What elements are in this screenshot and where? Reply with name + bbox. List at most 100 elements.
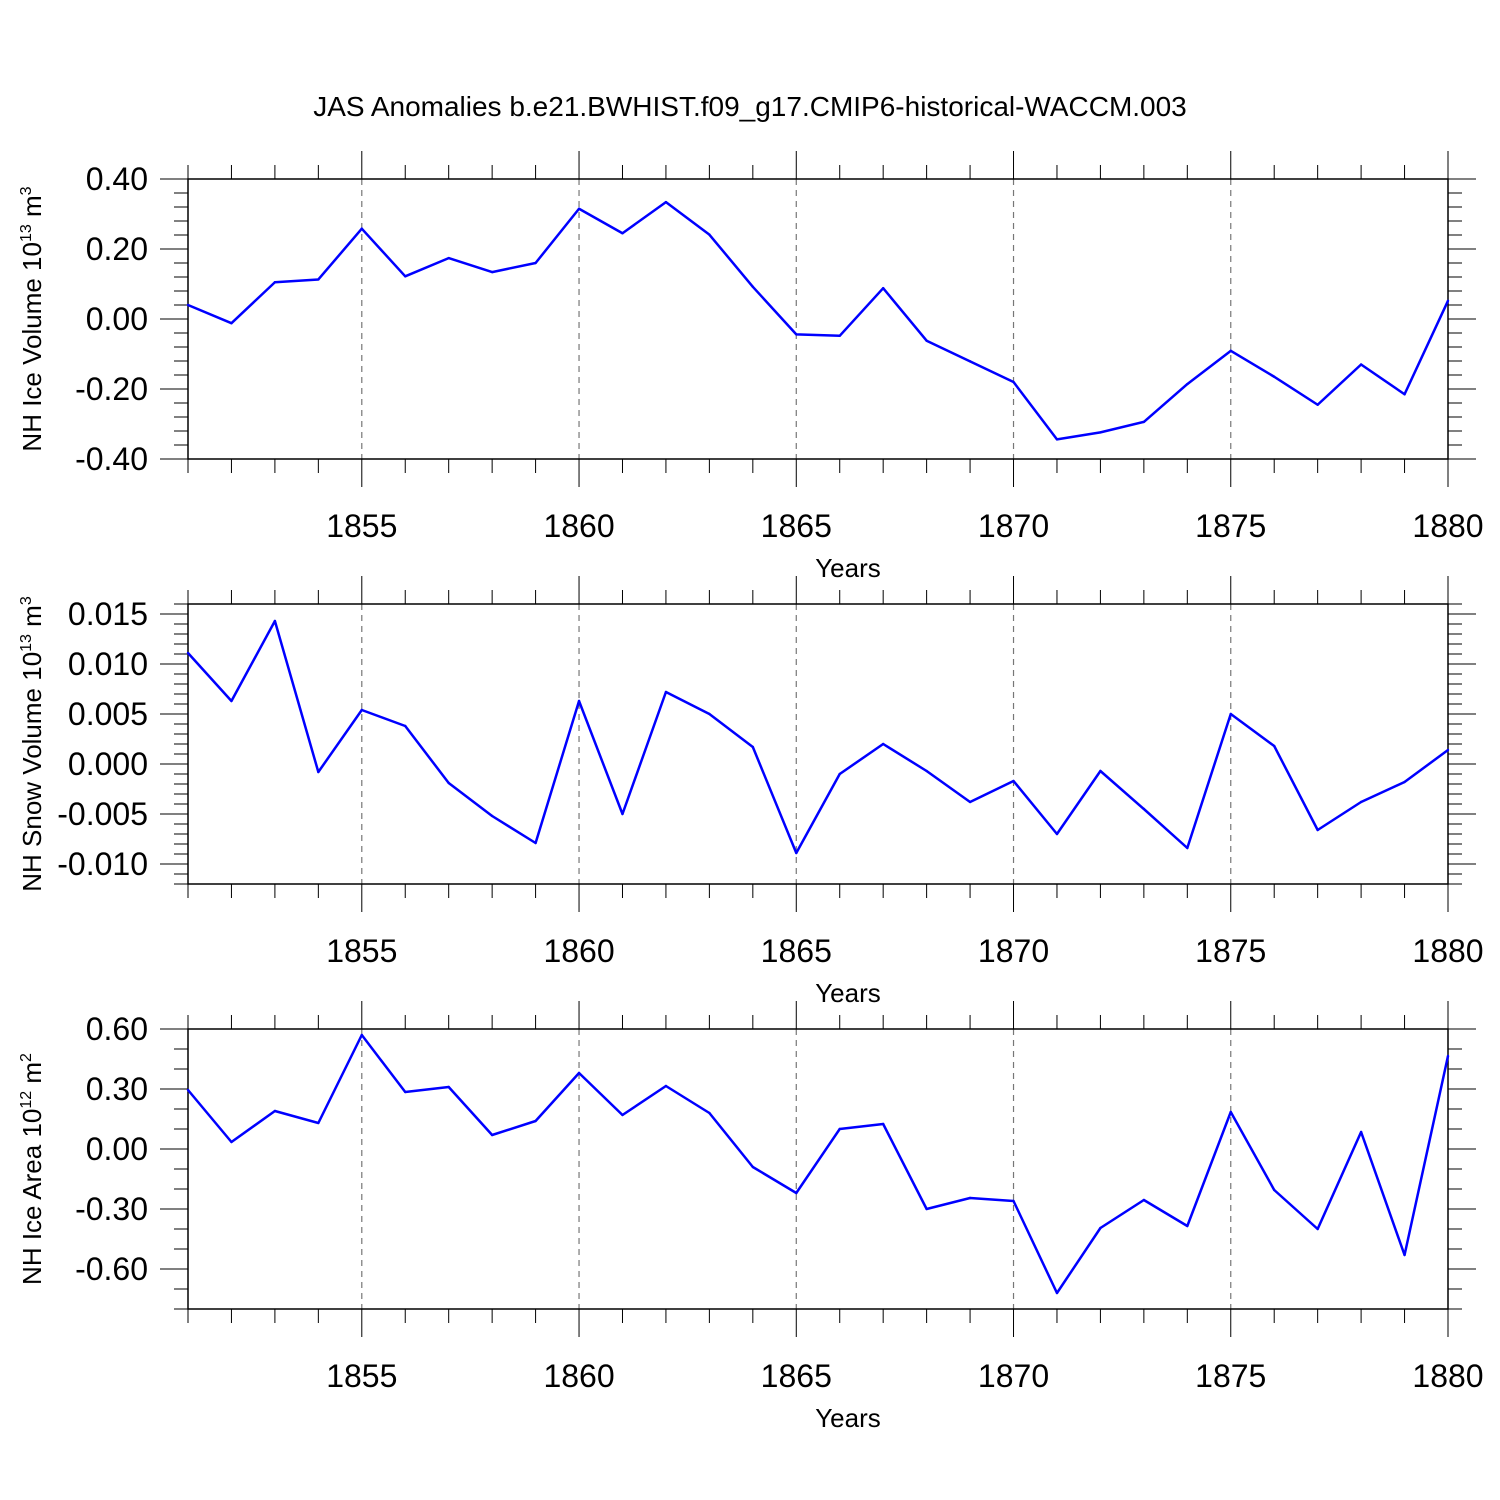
data-point: [230, 1140, 233, 1144]
data-point: [577, 207, 581, 210]
chart-title: JAS Anomalies b.e21.BWHIST.f09_g17.CMIP6…: [313, 91, 1187, 122]
data-point: [1446, 748, 1450, 752]
data-point: [881, 287, 885, 290]
data-point: [795, 851, 798, 855]
data-point: [925, 339, 928, 342]
y-tick-label: 0.20: [86, 231, 148, 267]
data-point: [838, 772, 841, 776]
y-axis-label-unit-exponent: 3: [18, 596, 35, 605]
data-point: [186, 1088, 190, 1092]
data-point: [1012, 380, 1015, 384]
x-tick-label: 1855: [326, 933, 397, 969]
x-tick-label: 1870: [978, 508, 1049, 544]
y-tick-label: -0.010: [57, 846, 148, 882]
data-point: [1012, 779, 1015, 783]
x-tick-label: 1875: [1195, 508, 1266, 544]
data-point: [881, 1122, 885, 1126]
plot-frame: [187, 178, 1449, 460]
x-tick-label: 1860: [543, 508, 614, 544]
data-point: [968, 1196, 972, 1200]
y-axis-label-text: NH Ice Volume 10: [17, 242, 47, 452]
y-tick-label: -0.30: [75, 1191, 148, 1227]
data-point: [404, 275, 407, 278]
data-point: [1055, 438, 1059, 441]
y-tick-label: 0.40: [86, 161, 148, 197]
y-tick-label: 0.010: [68, 646, 148, 682]
data-point: [795, 333, 798, 336]
data-point: [1186, 1224, 1189, 1228]
plot-frame: [187, 1028, 1449, 1310]
data-point: [838, 334, 841, 337]
x-tick-label: 1865: [761, 933, 832, 969]
y-tick-label: -0.40: [75, 441, 148, 477]
y-axis-label-exponent: 13: [18, 224, 35, 242]
data-point: [795, 1191, 798, 1195]
y-axis-label: NH Ice Volume 1013 m3: [17, 186, 47, 451]
data-point: [317, 770, 320, 774]
x-tick-label: 1880: [1412, 1358, 1483, 1394]
data-point: [1446, 299, 1450, 302]
data-point: [1316, 403, 1319, 406]
data-point: [490, 270, 494, 274]
data-point: [273, 1109, 277, 1113]
data-point: [664, 200, 668, 204]
data-point: [534, 261, 537, 265]
data-point: [1273, 744, 1276, 748]
series-line: [187, 200, 1450, 441]
data-point: [751, 745, 755, 749]
data-point: [1099, 431, 1102, 434]
x-tick-label: 1870: [978, 1358, 1049, 1394]
x-tick-label: 1855: [326, 1358, 397, 1394]
y-axis-label-unit: m: [17, 605, 47, 634]
y-tick-label: 0.60: [86, 1011, 148, 1047]
data-point: [1359, 1130, 1363, 1134]
data-point: [664, 690, 668, 694]
data-point: [968, 360, 972, 363]
data-point: [751, 1165, 755, 1169]
data-point: [1316, 1227, 1319, 1231]
data-point: [751, 285, 755, 288]
data-point: [925, 1207, 928, 1211]
data-point: [1055, 832, 1059, 836]
data-point: [273, 281, 277, 284]
data-point: [186, 651, 190, 655]
data-point: [577, 1071, 581, 1075]
y-axis-label-text: NH Snow Volume 10: [17, 652, 47, 892]
data-point: [1273, 375, 1276, 378]
data-point: [621, 1113, 624, 1117]
data-point: [230, 322, 233, 325]
y-axis-label-text: NH Ice Area 10: [17, 1109, 47, 1285]
chart-panel-1: 0.40 0.20 0.00 -0.20 -0.40 1855 1860 1865 1870 18…: [17, 151, 1484, 583]
data-point: [1403, 393, 1406, 396]
x-axis-label: Years: [815, 1403, 881, 1433]
data-point: [925, 769, 928, 773]
series-line: [187, 1033, 1450, 1295]
data-point: [317, 1121, 320, 1125]
data-point: [534, 841, 537, 845]
data-point: [1446, 1054, 1450, 1058]
data-point: [317, 278, 320, 281]
data-point: [1359, 800, 1363, 804]
x-tick-label: 1875: [1195, 1358, 1266, 1394]
data-point: [1186, 846, 1189, 850]
chart-panel-3: 0.60 0.30 0.00 -0.30 -0.60 1855 1860 1865 1870 18…: [17, 1001, 1484, 1433]
x-tick-label: 1855: [326, 508, 397, 544]
data-point: [708, 1111, 711, 1115]
data-point: [708, 233, 711, 236]
y-tick-label: 0.015: [68, 596, 148, 632]
data-point: [360, 708, 363, 712]
y-axis-label-unit-exponent: 2: [18, 1053, 35, 1062]
data-point: [621, 232, 624, 235]
x-tick-label: 1880: [1412, 933, 1483, 969]
data-point: [577, 699, 581, 703]
y-tick-label: 0.00: [86, 301, 148, 337]
data-point: [838, 1127, 841, 1131]
data-point: [404, 1090, 407, 1094]
y-axis-label-unit: m: [17, 1062, 47, 1091]
chart-panel-2: 0.015 0.010 0.005 0.000 -0.005 -0.010 1855 1860…: [17, 576, 1484, 1008]
y-axis-label-unit: m: [17, 195, 47, 224]
data-point: [404, 724, 407, 728]
data-point: [447, 781, 450, 785]
x-tick-label: 1860: [543, 1358, 614, 1394]
y-axis-label-unit-exponent: 3: [18, 186, 35, 195]
